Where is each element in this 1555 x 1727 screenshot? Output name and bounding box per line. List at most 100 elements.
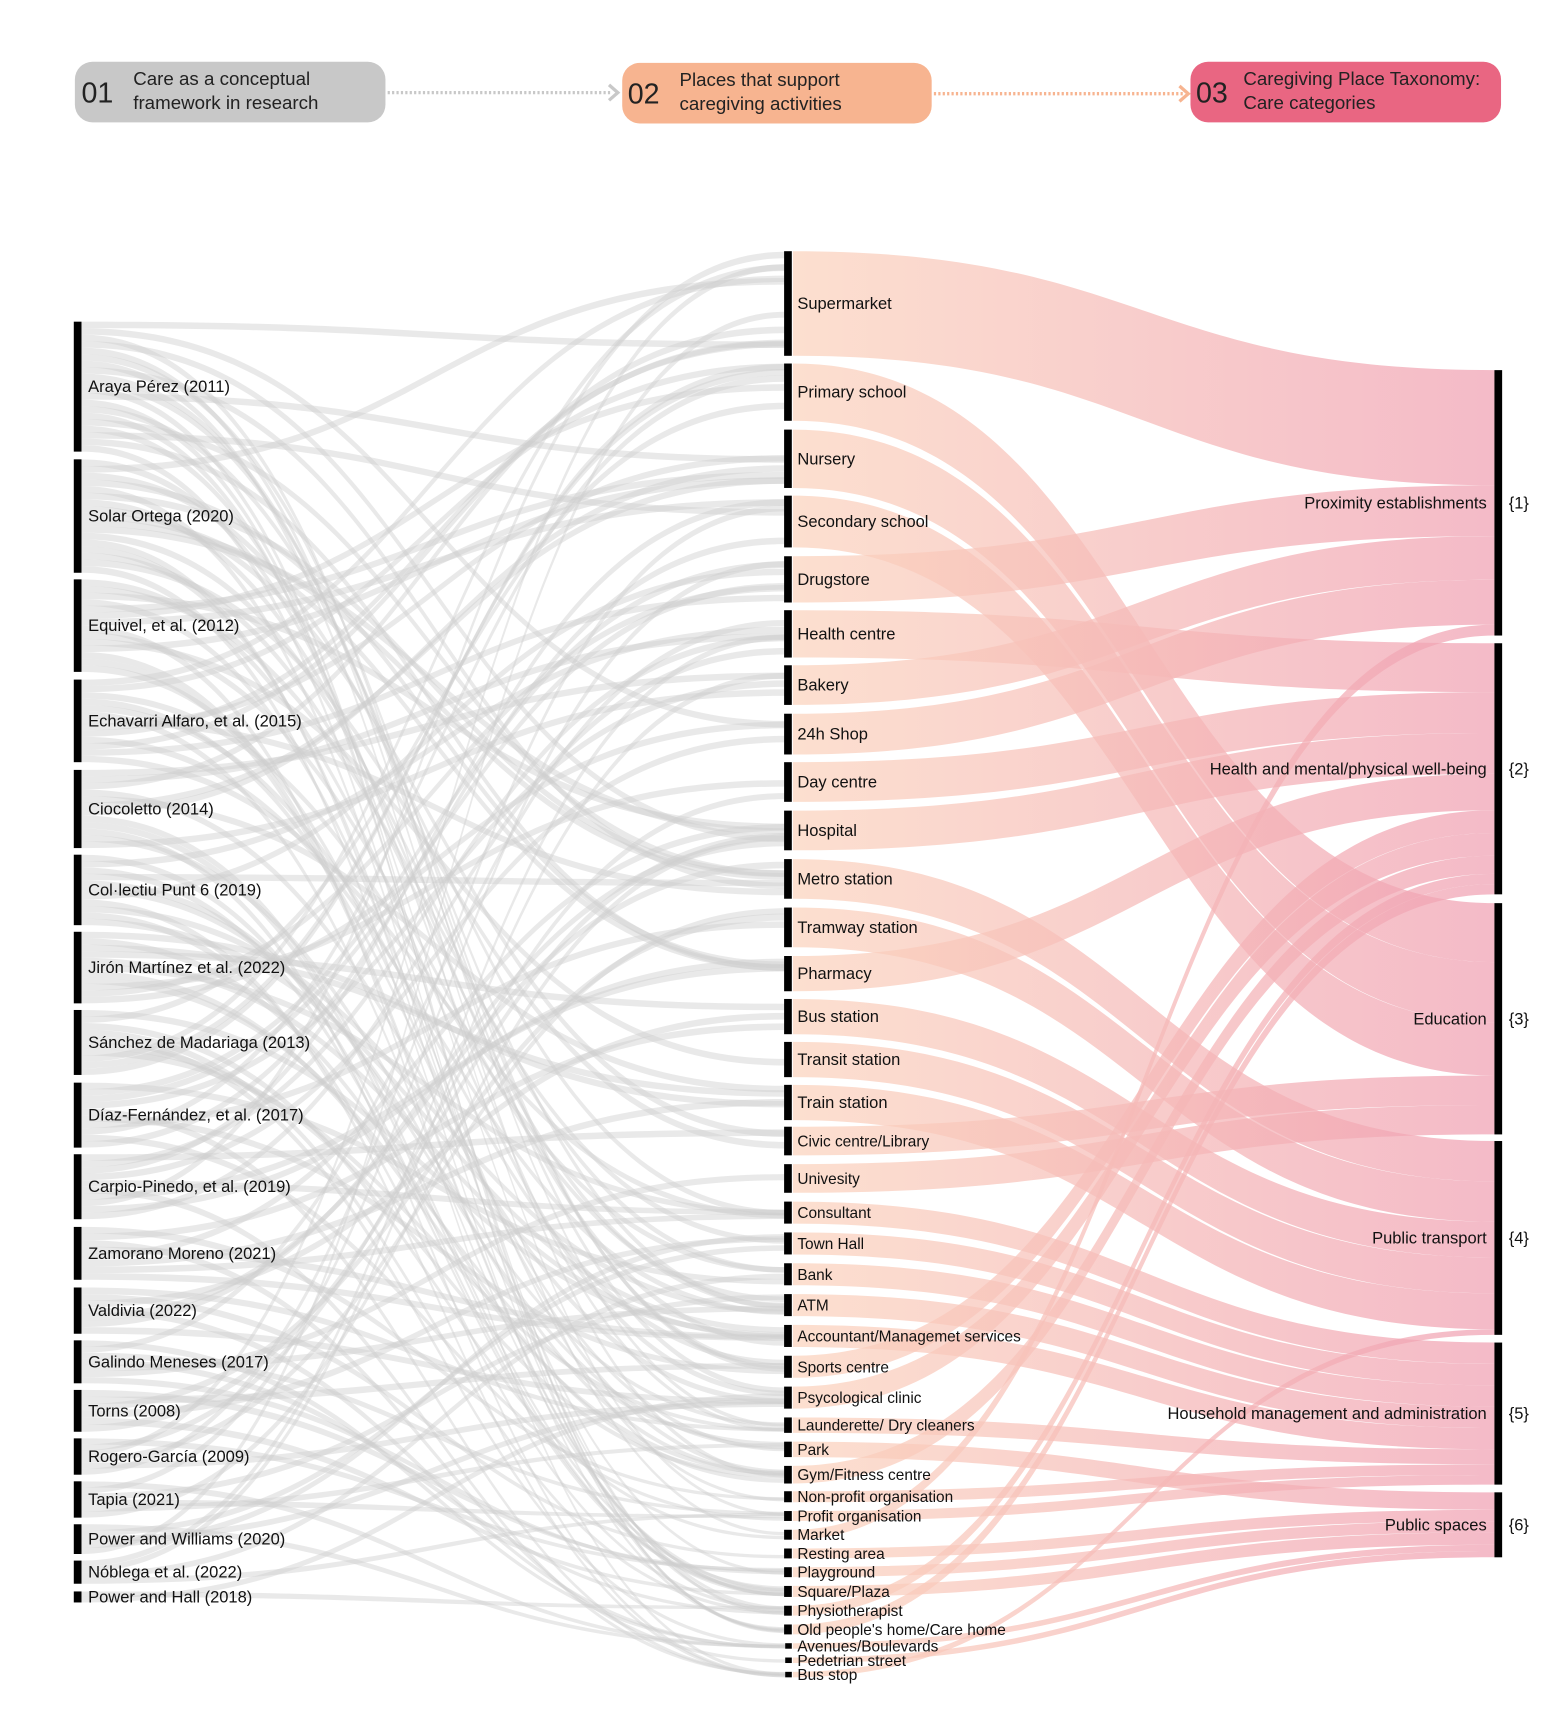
source-place-link: [81, 886, 786, 1427]
step-1-background: [74, 61, 386, 123]
place-node-bar: [784, 1201, 792, 1224]
source-node-bar: [73, 679, 82, 763]
place-label: Supermarket: [797, 295, 892, 313]
source-place-link: [81, 672, 786, 1573]
step-3-background: [1190, 61, 1502, 123]
place-category-link: [792, 773, 1495, 992]
place-label: Bus station: [797, 1008, 879, 1026]
source-place-link: [81, 537, 786, 1148]
place-node-bar: [785, 1643, 792, 1649]
connector-2-3: [933, 84, 1191, 103]
source-place-link: [81, 839, 786, 1328]
place-category-link: [792, 832, 1495, 1409]
source-place-link: [81, 275, 786, 686]
category-node-bar: [1494, 643, 1503, 895]
connector-1-2: [387, 83, 621, 102]
place-category-link: [792, 1551, 1495, 1664]
place-node-bar: [784, 1417, 792, 1433]
source-place-link: [81, 364, 786, 1075]
source-place-link: [81, 634, 786, 1168]
category-tag: {5}: [1509, 1405, 1530, 1423]
place-category-link: [792, 733, 1495, 851]
source-place-link: [81, 1287, 786, 1432]
source-place-link: [81, 1108, 786, 1677]
source-place-link: [81, 1246, 786, 1340]
step-2-line2: caregiving activities: [679, 93, 841, 114]
source-place-link: [81, 559, 786, 1149]
source-place-link: [81, 1307, 786, 1649]
source-place-link: [81, 1294, 786, 1500]
source-place-link: [81, 1443, 786, 1512]
source-place-link: [81, 625, 786, 1676]
source-place-link: [81, 834, 786, 1518]
source-place-link: [81, 1048, 786, 1432]
source-place-link: [81, 1340, 786, 1649]
source-place-link: [81, 566, 786, 1631]
source-place-link: [81, 1240, 786, 1663]
source-place-link: [81, 585, 786, 1244]
place-category-link: [792, 1544, 1495, 1649]
source-place-link: [81, 964, 786, 1216]
source-place-link: [81, 689, 786, 849]
source-place-link: [81, 965, 786, 1200]
source-place-link: [81, 1245, 786, 1537]
source-place-link: [81, 652, 786, 1597]
place-label: Drugstore: [797, 571, 869, 589]
source-label: Carpio-Pinedo, et al. (2019): [88, 1178, 291, 1196]
source-place-link: [81, 905, 786, 1315]
source-label: Galindo Meneses (2017): [88, 1353, 269, 1371]
place-node-bar: [784, 363, 792, 421]
source-place-link: [81, 399, 786, 1633]
place-label: Health centre: [797, 625, 895, 643]
source-place-link: [81, 912, 786, 1611]
source-label: Jirón Martínez et al. (2022): [88, 959, 285, 977]
source-place-link: [81, 780, 786, 991]
source-node-bar: [73, 1082, 82, 1148]
source-node-bar: [73, 1389, 82, 1432]
place-category-link: [792, 859, 1495, 1182]
place-category-link: [792, 1464, 1495, 1503]
place-node-bar: [784, 1441, 792, 1458]
source-node-bar: [73, 1226, 82, 1280]
source-place-link: [81, 908, 786, 1463]
source-place-link: [81, 360, 786, 1516]
source-place-link: [81, 1377, 786, 1575]
source-place-link: [81, 419, 786, 877]
source-place-link: [81, 477, 786, 809]
place-node-bar: [784, 1041, 792, 1078]
place-category-link: [792, 1263, 1495, 1407]
place-node-bar: [784, 1567, 792, 1578]
place-node-bar: [784, 1605, 792, 1616]
source-place-link: [81, 375, 786, 1135]
step-1-number: 01: [81, 78, 113, 110]
source-place-link: [81, 455, 786, 731]
source-place-link: [81, 339, 786, 750]
place-node-bar: [784, 907, 792, 948]
category-tag: {2}: [1509, 760, 1530, 778]
place-node-bar: [784, 429, 792, 488]
place-node-bar: [784, 1324, 792, 1347]
source-place-link: [81, 384, 786, 620]
source-place-link: [81, 477, 786, 653]
source-node-bar: [73, 1560, 82, 1584]
place-node-bar: [784, 762, 792, 802]
source-place-link: [81, 546, 786, 1575]
source-label: Araya Pérez (2011): [88, 378, 230, 396]
place-links: [792, 251, 1495, 1678]
source-place-link: [81, 1129, 786, 1161]
step-2-line1: Places that support: [679, 69, 840, 90]
source-place-link: [81, 1294, 786, 1559]
source-place-link: [81, 658, 786, 1597]
source-place-link: [81, 626, 786, 868]
place-category-link: [792, 1521, 1495, 1578]
source-place-link: [81, 367, 786, 890]
source-place-link: [81, 755, 786, 1219]
source-place-link: [81, 1273, 786, 1341]
step-1-line1: Care as a conceptual: [133, 68, 310, 89]
source-place-link: [81, 594, 786, 756]
place-category-link: [792, 1294, 1495, 1429]
source-place-link: [81, 665, 786, 1474]
source-place-link: [81, 867, 786, 1594]
place-node-bar: [784, 1491, 792, 1503]
arrow-right-icon: [607, 83, 621, 102]
